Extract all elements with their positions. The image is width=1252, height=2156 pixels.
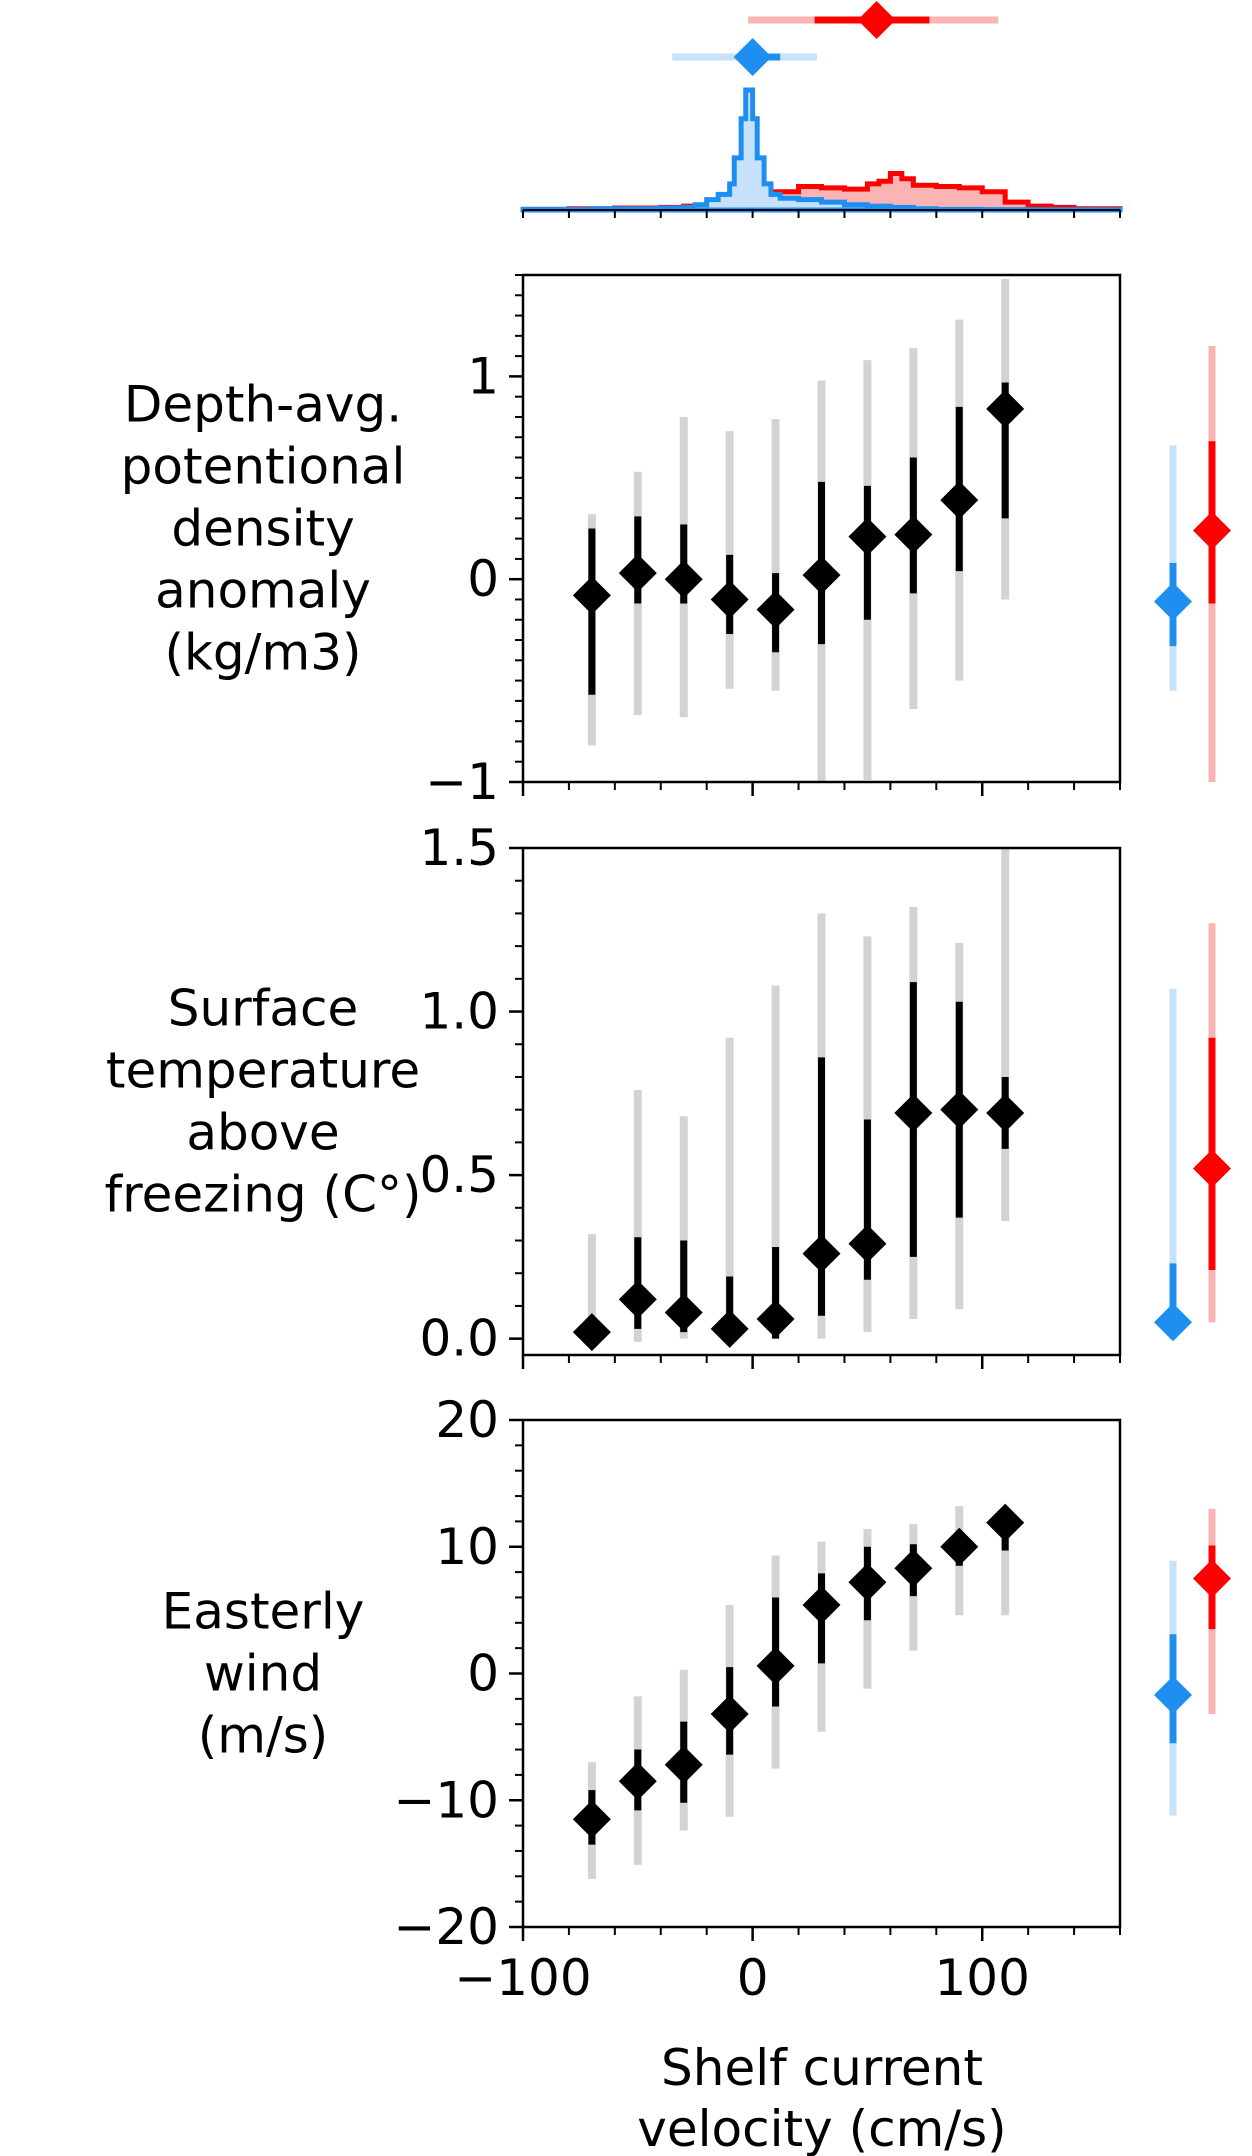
y-tick-label: 0.5 (419, 1146, 499, 1204)
median-marker (664, 1745, 703, 1784)
density-anomaly-panel: −1 0 1 Depth-avg.potentionaldensityanomaly(… (121, 273, 1231, 811)
side-blue-marker (1154, 1676, 1192, 1715)
y-tick-label: 0 (467, 1645, 499, 1703)
y-axis-label-line: temperature (106, 1042, 420, 1100)
axes-frame (521, 1418, 1122, 1929)
y-axis-label-line: wind (204, 1645, 322, 1703)
median-marker (848, 1224, 887, 1263)
median-marker (802, 1586, 841, 1625)
y-axis-label-line: (m/s) (198, 1707, 329, 1765)
data-layer (572, 279, 1025, 782)
median-marker (618, 1762, 657, 1801)
y-axis-label-line: (kg/m3) (164, 624, 361, 682)
median-marker (894, 1093, 933, 1132)
median-marker (664, 1293, 703, 1332)
y-axis-label-line: above (186, 1104, 339, 1162)
median-marker (618, 1280, 657, 1319)
y-axis-label-line: density (171, 500, 354, 558)
median-marker (756, 590, 795, 629)
median-marker (572, 576, 611, 615)
y-axis-label-line: potentional (121, 438, 406, 496)
median-marker (894, 515, 933, 554)
y-axis-label-line: Easterly (162, 1583, 365, 1641)
x-tick-label: 0 (737, 1949, 769, 2007)
median-marker (894, 1549, 933, 1588)
x-tick-label: 100 (935, 1949, 1030, 2007)
side-blue-marker (1154, 582, 1192, 621)
median-marker (986, 1093, 1025, 1132)
y-axis-label-line: Depth-avg. (124, 376, 402, 434)
axes-frame (521, 273, 1122, 784)
histogram-blue (520, 87, 1123, 213)
velocity-histogram-panel (520, 1, 1123, 218)
median-marker (756, 1300, 795, 1339)
y-tick-label: 0.0 (419, 1310, 499, 1368)
y-tick-label: 20 (435, 1391, 499, 1449)
data-layer (572, 1503, 1025, 1879)
median-marker (848, 517, 887, 556)
data-layer (572, 848, 1025, 1352)
median-marker (710, 1309, 749, 1348)
median-marker (756, 1646, 795, 1685)
side-red-marker (1193, 1149, 1231, 1188)
side-red-marker (1193, 1559, 1231, 1598)
median-marker (664, 560, 703, 599)
y-tick-label: 1.0 (419, 983, 499, 1041)
y-tick-label: −1 (425, 753, 499, 811)
y-axis-label-line: anomaly (155, 562, 371, 620)
surface-temperature-panel: 0.0 0.5 1.0 1.5 Surfacetemperatureabovefreez… (105, 819, 1231, 1369)
side-red-marker (1193, 511, 1231, 550)
median-marker (848, 1563, 887, 1602)
histogram-blue-median-marker (733, 38, 772, 76)
median-marker (940, 481, 979, 520)
y-tick-label: 0 (467, 550, 499, 608)
x-axis-label-line1: Shelf current (661, 2039, 983, 2097)
y-tick-label: −10 (393, 1771, 499, 1829)
y-tick-label: 1.5 (419, 819, 499, 877)
median-marker (572, 1800, 611, 1839)
y-axis-label-line: freezing (C°) (105, 1166, 422, 1224)
median-marker (572, 1313, 611, 1352)
median-marker (802, 556, 841, 595)
y-axis-label-line: Surface (168, 980, 358, 1038)
histogram-red-median-marker (857, 1, 896, 39)
side-blue-marker (1154, 1303, 1192, 1342)
median-marker (710, 1695, 749, 1734)
median-marker (618, 554, 657, 593)
y-tick-label: −20 (393, 1898, 499, 1956)
median-marker (940, 1527, 979, 1566)
x-tick-label: −100 (454, 1949, 591, 2007)
median-marker (940, 1090, 979, 1129)
y-tick-label: 10 (435, 1518, 499, 1576)
median-marker (986, 389, 1025, 428)
median-marker (986, 1503, 1025, 1542)
median-marker (710, 580, 749, 619)
axes-frame (521, 846, 1122, 1357)
y-tick-label: 1 (467, 347, 499, 405)
x-axis-label-line2: velocity (cm/s) (637, 2100, 1006, 2156)
median-marker (802, 1234, 841, 1273)
